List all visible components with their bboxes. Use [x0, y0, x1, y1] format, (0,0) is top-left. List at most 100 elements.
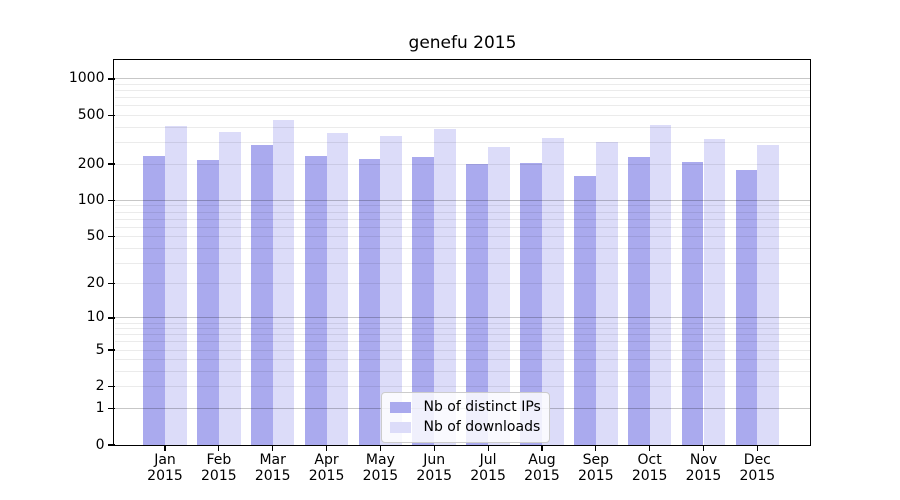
y-tick-label: 100	[77, 191, 105, 208]
gridline-minor	[114, 105, 811, 107]
x-tick-label-sep: Sep 2015	[578, 452, 614, 484]
x-tick-mark	[649, 445, 651, 451]
bar-distinct-ips-mar	[250, 144, 273, 445]
x-tick-year: 2015	[201, 468, 237, 484]
x-tick-mark	[379, 445, 381, 451]
x-tick-year: 2015	[147, 468, 183, 484]
y-tick-mark	[108, 115, 115, 117]
x-tick-year: 2015	[416, 468, 453, 484]
gridline-minor	[114, 115, 811, 117]
bar-downloads-mar	[272, 120, 295, 445]
y-tick-mark	[108, 78, 115, 80]
x-tick-mark	[218, 445, 220, 451]
x-tick-month: Aug	[528, 452, 556, 468]
x-tick-mark	[541, 445, 543, 451]
x-tick-label-jun: Jun 2015	[416, 452, 452, 484]
bar-distinct-ips-jun	[412, 156, 435, 445]
bar-downloads-aug	[541, 137, 564, 445]
x-tick-label-jan: Jan 2015	[147, 452, 183, 484]
x-tick-month: Dec	[743, 452, 771, 468]
x-tick-label-nov: Nov 2015	[686, 452, 722, 484]
x-tick-year: 2015	[308, 468, 345, 484]
y-tick-mark	[108, 386, 115, 388]
y-tick-mark	[108, 163, 115, 165]
bar-downloads-dec	[757, 144, 780, 445]
plot-area: Nb of distinct IPs Nb of downloads 0 1 2 5 1…	[69, 58, 812, 484]
legend-label-distinct-ips: Nb of distinct IPs	[423, 399, 541, 415]
x-tick-year: 2015	[524, 468, 560, 484]
y-tick-mark	[108, 236, 115, 238]
x-tick-month: Oct	[637, 452, 662, 468]
x-tick-mark	[702, 445, 705, 451]
gridline-major	[114, 78, 811, 80]
x-tick-mark	[595, 445, 597, 451]
gridline-minor	[114, 84, 811, 86]
x-tick-label-oct: Oct 2015	[632, 452, 668, 484]
x-tick-label-dec: Dec 2015	[740, 452, 776, 484]
bar-downloads-feb	[218, 131, 241, 445]
y-tick-mark	[108, 407, 115, 409]
legend-item-downloads: Nb of downloads	[389, 418, 541, 437]
x-tick-mark	[756, 445, 758, 451]
y-tick-mark	[108, 444, 115, 446]
bar-downloads-jul	[488, 146, 510, 445]
y-tick-label: 10	[86, 309, 105, 326]
x-tick-mark	[272, 445, 274, 451]
x-tick-month: Apr	[314, 452, 339, 468]
y-tick-mark	[108, 283, 115, 285]
x-tick-month: Sep	[582, 452, 609, 468]
x-tick-month: Nov	[689, 452, 718, 468]
y-tick-label: 20	[86, 275, 105, 292]
x-tick-year: 2015	[577, 468, 614, 484]
y-tick-label: 1000	[68, 70, 105, 87]
y-tick-mark	[108, 199, 115, 202]
bar-downloads-jun	[434, 129, 457, 445]
x-tick-mark	[487, 445, 489, 451]
x-tick-year: 2015	[739, 468, 776, 484]
bar-downloads-may	[380, 135, 403, 445]
bar-distinct-ips-feb	[197, 159, 219, 445]
bar-downloads-oct	[649, 124, 672, 445]
legend-swatch-downloads	[389, 422, 411, 433]
gridline-minor	[114, 126, 811, 128]
bar-distinct-ips-may	[358, 159, 381, 445]
x-tick-label-may: May 2015	[363, 452, 399, 484]
x-tick-year: 2015	[470, 468, 506, 484]
x-tick-month: Mar	[259, 452, 286, 468]
x-tick-label-feb: Feb 2015	[201, 452, 237, 484]
gridline-minor	[114, 97, 811, 99]
bar-distinct-ips-jul	[466, 164, 489, 445]
x-tick-mark	[325, 445, 328, 451]
bar-downloads-sep	[595, 141, 618, 445]
bar-distinct-ips-aug	[520, 162, 542, 445]
y-tick-label: 500	[77, 107, 105, 124]
x-tick-label-aug: Aug 2015	[524, 452, 560, 484]
legend-item-distinct-ips: Nb of distinct IPs	[389, 398, 541, 417]
x-tick-month: Jul	[479, 452, 497, 468]
bar-distinct-ips-jan	[143, 155, 165, 445]
x-tick-label-jul: Jul 2015	[470, 452, 506, 484]
bar-downloads-jan	[165, 125, 187, 445]
y-tick-mark	[108, 317, 115, 319]
x-tick-month: May	[365, 452, 395, 468]
chart-title: genefu 2015	[408, 33, 517, 53]
bar-distinct-ips-nov	[681, 162, 704, 445]
y-tick-label: 5	[95, 341, 105, 358]
y-tick-label: 2	[95, 378, 105, 395]
y-tick-mark	[108, 349, 115, 351]
y-tick-label: 50	[86, 228, 105, 245]
x-tick-mark	[433, 445, 435, 451]
legend: Nb of distinct IPs Nb of downloads	[380, 392, 550, 443]
legend-label-downloads: Nb of downloads	[423, 419, 541, 435]
gridline-minor	[114, 90, 811, 92]
bar-distinct-ips-dec	[735, 170, 758, 445]
x-tick-label-apr: Apr 2015	[309, 452, 345, 484]
x-tick-year: 2015	[685, 468, 722, 484]
x-tick-mark	[164, 445, 166, 451]
x-tick-month: Feb	[206, 452, 232, 468]
x-tick-month: Jun	[423, 452, 446, 468]
x-tick-label-mar: Mar 2015	[255, 452, 291, 484]
legend-swatch-distinct-ips	[389, 402, 411, 413]
x-tick-month: Jan	[154, 452, 176, 468]
bar-downloads-apr	[326, 133, 349, 445]
